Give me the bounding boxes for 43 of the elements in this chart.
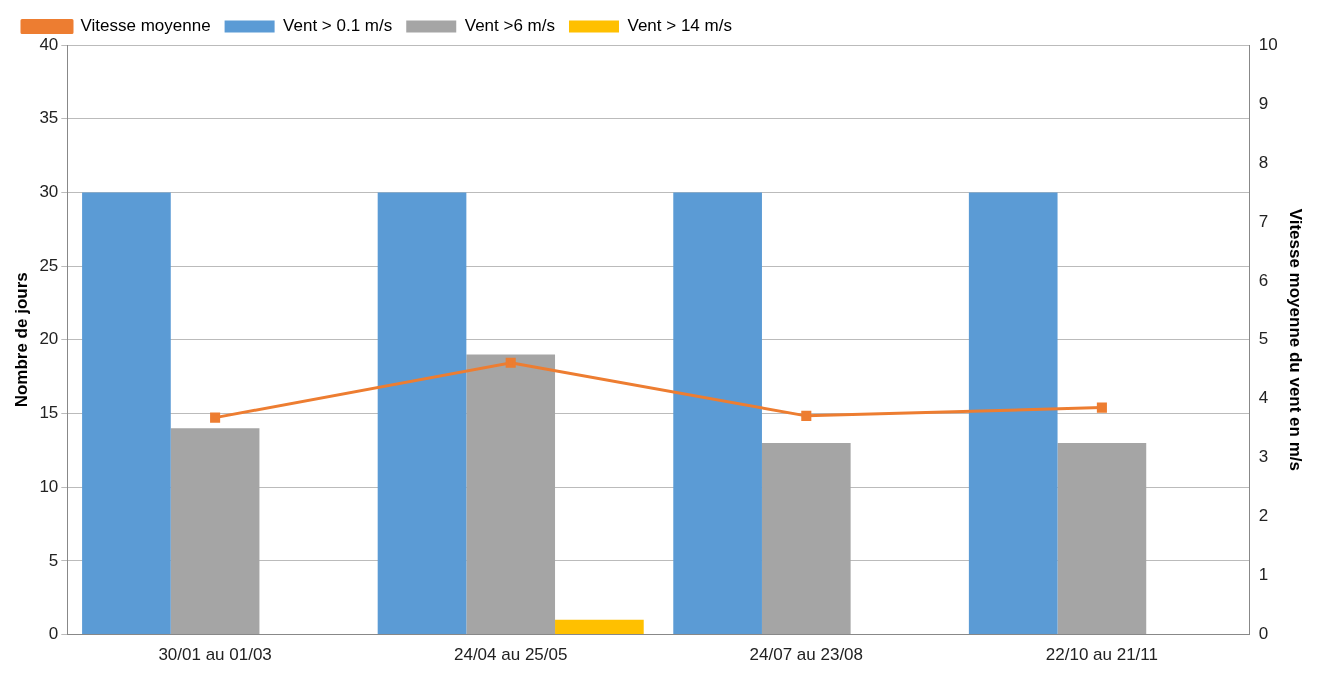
y2-tick-label: 5 — [1258, 329, 1269, 349]
y2-axis-title: Vitesse moyenne du vent en m/s — [1286, 208, 1306, 471]
x-tick-label: 30/01 au 01/03 — [158, 645, 272, 665]
bar — [82, 192, 171, 635]
y2-tick-label: 1 — [1258, 565, 1269, 585]
bar — [377, 192, 467, 635]
y-axis-title: Nombre de jours — [11, 272, 31, 408]
y-tick-label: 35 — [39, 108, 59, 128]
y-tick-label: 40 — [39, 34, 59, 54]
y2-tick-label: 10 — [1258, 34, 1278, 54]
y2-tick-label: 9 — [1258, 93, 1269, 113]
legend-label: Vent > 0.1 m/s — [283, 16, 393, 36]
x-tick-label: 24/07 au 23/08 — [749, 645, 864, 665]
bar — [466, 354, 556, 635]
y2-tick-label: 0 — [1258, 624, 1269, 644]
point — [1096, 402, 1107, 413]
y-tick-label: 5 — [48, 550, 59, 570]
y2-tick-label: 8 — [1258, 152, 1269, 172]
bar — [673, 192, 762, 635]
bar — [761, 442, 851, 635]
y2-tick-label: 3 — [1258, 447, 1269, 467]
y2-tick-label: 4 — [1258, 388, 1269, 408]
legend-label: Vent >6 m/s — [464, 16, 555, 36]
legend-label: Vent > 14 m/s — [627, 16, 732, 36]
y2-tick-label: 7 — [1258, 211, 1269, 231]
bar — [1057, 442, 1147, 635]
point — [801, 410, 812, 421]
point — [210, 412, 221, 423]
point — [505, 357, 516, 368]
bar — [968, 192, 1058, 635]
x-tick-label: 24/04 au 25/05 — [453, 645, 568, 665]
bar — [555, 619, 644, 635]
x-tick-label: 22/10 au 21/11 — [1045, 645, 1158, 665]
y-tick-label: 25 — [39, 255, 59, 275]
legend-label: Vitesse moyenne — [80, 16, 211, 36]
y-tick-label: 15 — [39, 403, 59, 423]
y-tick-label: 20 — [39, 329, 59, 349]
y2-tick-label: 2 — [1258, 506, 1269, 526]
y-tick-label: 0 — [48, 624, 59, 644]
y-tick-label: 30 — [39, 182, 59, 202]
bar — [170, 428, 260, 635]
y2-tick-label: 6 — [1258, 270, 1269, 290]
y-tick-label: 10 — [39, 476, 59, 496]
